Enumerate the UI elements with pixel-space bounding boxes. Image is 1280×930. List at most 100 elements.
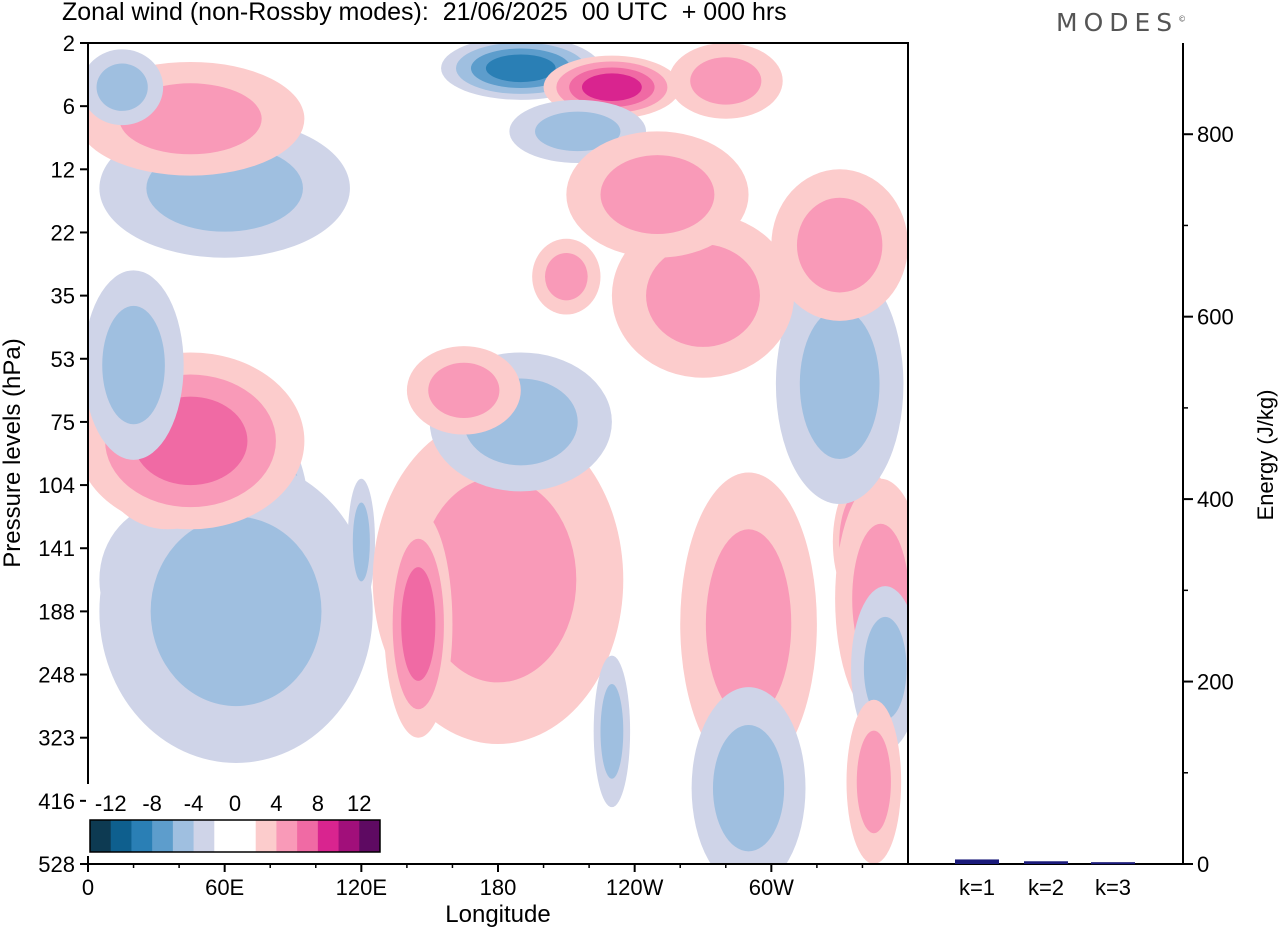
wind-anomaly-blob	[99, 459, 373, 763]
y-tick-label: 75	[51, 410, 75, 435]
y-tick-label: 104	[38, 473, 75, 498]
x-tick-label: 120E	[336, 875, 387, 900]
colorbar-swatch	[214, 820, 236, 852]
contour-band	[796, 197, 883, 293]
energy-bar-label: k=3	[1095, 875, 1131, 900]
colorbar-swatch	[338, 820, 360, 852]
y-tick-label: 141	[38, 536, 75, 561]
wind-anomaly-blob	[88, 49, 164, 126]
colorbar-frame	[89, 819, 381, 853]
contour-band	[863, 616, 907, 720]
wind-anomaly-blob	[566, 131, 749, 258]
wind-anomaly-blob	[384, 510, 453, 738]
wind-anomaly-blob	[593, 655, 631, 808]
contour-band	[799, 309, 880, 460]
contour-band	[600, 684, 624, 779]
energy-bar	[955, 859, 999, 864]
energy-tick-label: 600	[1197, 305, 1234, 330]
colorbar: -12 -8 -4 0 4 8 12	[86, 784, 384, 856]
x-tick-label: 60E	[205, 875, 244, 900]
colorbar-label: 4	[270, 791, 282, 816]
contour-field	[88, 43, 908, 864]
y-tick-label: 6	[63, 94, 75, 119]
wind-anomaly-blob	[691, 687, 806, 864]
wind-anomaly-blob	[88, 270, 184, 460]
colorbar-swatch	[317, 820, 340, 852]
x-tick-label: 0	[82, 875, 94, 900]
y-tick-label: 188	[38, 599, 75, 624]
colorbar-label: -8	[142, 791, 162, 816]
colorbar-swatch	[193, 820, 215, 852]
colorbar-label: -12	[95, 791, 127, 816]
energy-tick-label: 0	[1197, 852, 1209, 877]
contour-band	[535, 111, 621, 152]
wind-anomaly-blob	[532, 238, 601, 315]
contour-band	[96, 63, 148, 111]
wind-anomaly-blob	[846, 699, 902, 864]
colorbar-swatch	[152, 820, 174, 852]
y-axis-label: Pressure levels (hPa)	[0, 338, 26, 567]
contour-band	[856, 730, 891, 834]
colorbar-swatch	[255, 820, 277, 852]
colorbar-swatch	[90, 820, 112, 852]
x-axis: 0 60E 120E 180 120W 60W	[82, 864, 864, 900]
colorbar-label: 0	[229, 791, 241, 816]
x-tick-label: 60W	[749, 875, 794, 900]
y-tick-label: 35	[51, 284, 75, 309]
colorbar-swatch	[297, 820, 319, 852]
x-axis-label: Longitude	[445, 901, 550, 928]
contour-band	[712, 725, 785, 852]
energy-bar	[1091, 862, 1135, 865]
wind-anomaly-blob	[680, 472, 817, 776]
energy-tick-label: 800	[1197, 122, 1234, 147]
colorbar-label: 8	[312, 791, 324, 816]
contour-band	[485, 54, 556, 83]
contour-band	[705, 529, 792, 719]
x-tick-label: 180	[480, 875, 517, 900]
energy-axis-label: Energy (J/kg)	[1253, 390, 1278, 521]
energy-panel: 0 200 400 600 800 k=1 k=2 k=3	[955, 122, 1234, 900]
energy-tick-label: 200	[1197, 670, 1234, 695]
wind-anomaly-blob	[406, 346, 521, 435]
y-tick-label: 248	[38, 663, 75, 688]
wind-anomaly-blob	[771, 169, 908, 321]
y-tick-label: 2	[63, 31, 75, 56]
contour-band	[646, 244, 760, 347]
colorbar-swatch	[359, 820, 381, 852]
energy-bar	[1024, 861, 1068, 864]
contour-band	[419, 477, 577, 683]
colorbar-swatch	[110, 820, 132, 852]
y-tick-label: 22	[51, 220, 75, 245]
y-tick-label: 528	[38, 852, 75, 877]
contour-band	[352, 502, 370, 582]
colorbar-swatch	[235, 820, 257, 852]
colorbar-swatch	[276, 820, 298, 852]
x-tick-label: 120W	[606, 875, 664, 900]
wind-anomaly-blob	[668, 43, 783, 119]
y-axis: 2 6 12 22 35 53 75 104 141 188 248 323 416 528	[38, 31, 88, 877]
contour-band	[102, 305, 165, 425]
contour-band	[544, 252, 588, 301]
logo-text: MODES	[1056, 8, 1179, 37]
y-tick-label: 12	[51, 157, 75, 182]
contour-band	[428, 362, 500, 418]
modes-logo: MODES©	[1056, 8, 1187, 37]
y-tick-label: 323	[38, 726, 75, 751]
contour-band	[690, 57, 762, 105]
contour-band	[600, 155, 715, 235]
colorbar-swatch	[131, 820, 153, 852]
colorbar-label: 12	[347, 791, 371, 816]
colorbar-swatch	[172, 820, 195, 852]
contour-band	[401, 567, 436, 681]
energy-bar-label: k=1	[959, 875, 995, 900]
contour-band	[150, 516, 322, 707]
wind-anomaly-blob	[775, 264, 904, 505]
energy-bar-label: k=2	[1028, 875, 1064, 900]
colorbar-label: -4	[184, 791, 204, 816]
contour-band	[581, 73, 642, 102]
chart-title: Zonal wind (non-Rossby modes): 21/06/202…	[62, 0, 787, 26]
y-tick-label: 53	[51, 347, 75, 372]
energy-tick-label: 400	[1197, 487, 1234, 512]
wind-anomaly-blob	[347, 478, 376, 606]
